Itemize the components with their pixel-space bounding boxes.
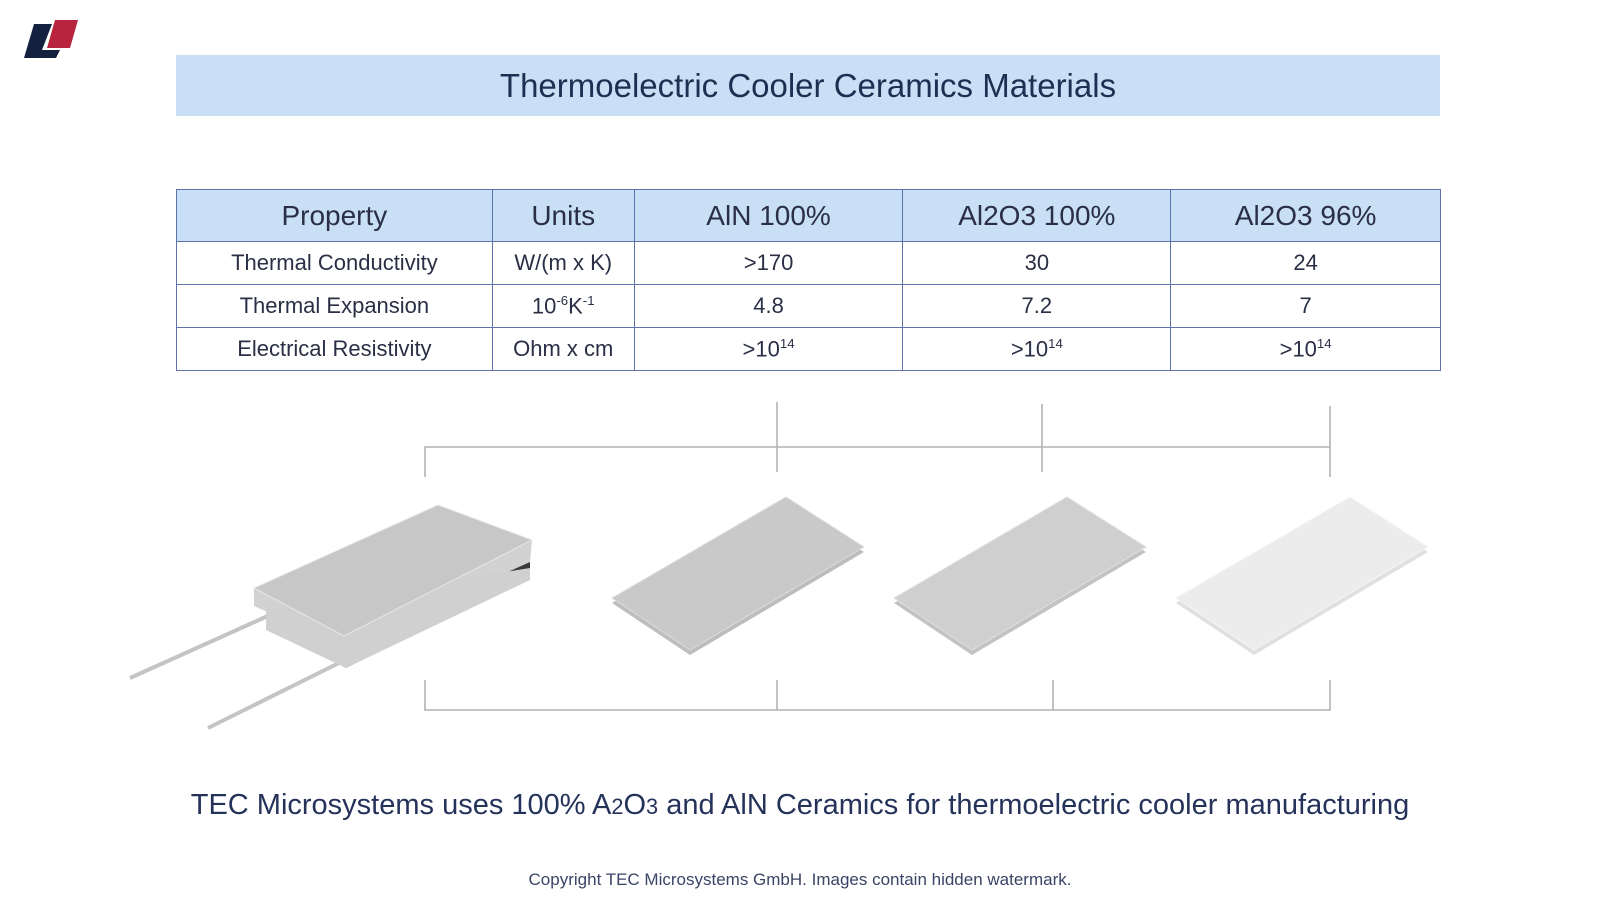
header-row: Property Units AlN 100% Al2O3 100% Al2O3 96% <box>176 189 1441 242</box>
text: 24 <box>1293 250 1318 275</box>
plate-al2o3-100 <box>893 496 1147 655</box>
supscript: 14 <box>1316 335 1332 351</box>
copyright: Copyright TEC Microsystems GmbH. Images … <box>528 870 1072 889</box>
text: 7.2 <box>1021 293 1053 318</box>
text: 30 <box>1024 250 1050 275</box>
column-header: Property <box>176 189 493 242</box>
logo-dark <box>24 24 60 58</box>
plate-aln <box>611 496 865 655</box>
table-cell: 4.8 <box>633 284 904 328</box>
supscript: -6 <box>556 292 569 308</box>
supscript: -1 <box>582 292 595 308</box>
supscript: 14 <box>1048 335 1063 351</box>
table-row: Thermal Expansion 10-6K-1 4.8 7.2 7 <box>176 284 1441 328</box>
table-cell: >1014 <box>902 327 1172 371</box>
text: Thermal Conductivity <box>231 250 438 275</box>
text: 7 <box>1299 293 1312 318</box>
title: Thermoelectric Cooler Ceramics Materials <box>499 66 1117 104</box>
table-cell: Thermal Expansion <box>176 284 493 328</box>
supscript: 14 <box>779 335 795 351</box>
text: >10 <box>1279 336 1317 362</box>
text: Electrical Resistivity <box>237 336 432 361</box>
table-row: Thermal Conductivity W/(m x K) >170 30 24 <box>176 241 1441 285</box>
text: Ohm x cm <box>513 336 614 361</box>
text: 4.8 <box>753 293 784 318</box>
text: >10 <box>742 336 780 362</box>
table-cell: Electrical Resistivity <box>176 327 493 371</box>
logo-red <box>47 20 78 48</box>
text: O <box>623 789 647 821</box>
column-header: Units <box>491 189 635 242</box>
column-header: AlN 100% <box>633 189 904 242</box>
table-cell: >170 <box>633 241 904 285</box>
text: and AlN Ceramics for thermoelectric cool… <box>658 789 1410 821</box>
title-bar: Thermoelectric Cooler Ceramics Materials <box>176 55 1440 116</box>
subscript: 3 <box>646 794 659 819</box>
materials-table: Property Units AlN 100% Al2O3 100% Al2O3 96%… <box>176 189 1441 371</box>
column-header: Al2O3 100% <box>902 189 1172 242</box>
text: >170 <box>743 250 794 275</box>
text: >10 <box>1010 336 1049 362</box>
tec-module <box>129 504 534 730</box>
text: TEC Microsystems uses 100% A <box>190 789 612 821</box>
text: K <box>568 293 583 319</box>
table-cell: 24 <box>1170 241 1441 285</box>
table-cell: Ohm x cm <box>491 327 635 371</box>
table-cell: Thermal Conductivity <box>176 241 493 285</box>
text: Thermal Expansion <box>239 293 430 318</box>
caption: TEC Microsystems uses 100% A2O3 and AlN … <box>0 789 1600 822</box>
subscript: 2 <box>611 794 624 819</box>
table-cell: 7 <box>1170 284 1441 328</box>
table-cell: 30 <box>902 241 1172 285</box>
table-row: Electrical Resistivity Ohm x cm >1014 >1014… <box>176 327 1441 371</box>
table-cell: >1014 <box>1170 327 1441 371</box>
table-cell: 10-6K-1 <box>491 284 635 328</box>
table-cell: W/(m x K) <box>491 241 635 285</box>
text: W/(m x K) <box>514 250 613 275</box>
table-cell: >1014 <box>633 327 904 371</box>
column-header: Al2O3 96% <box>1170 189 1441 242</box>
table-cell: 7.2 <box>902 284 1172 328</box>
plate-al2o3-96 <box>1175 496 1429 655</box>
text: 10 <box>531 293 557 319</box>
brackets <box>424 402 1331 711</box>
